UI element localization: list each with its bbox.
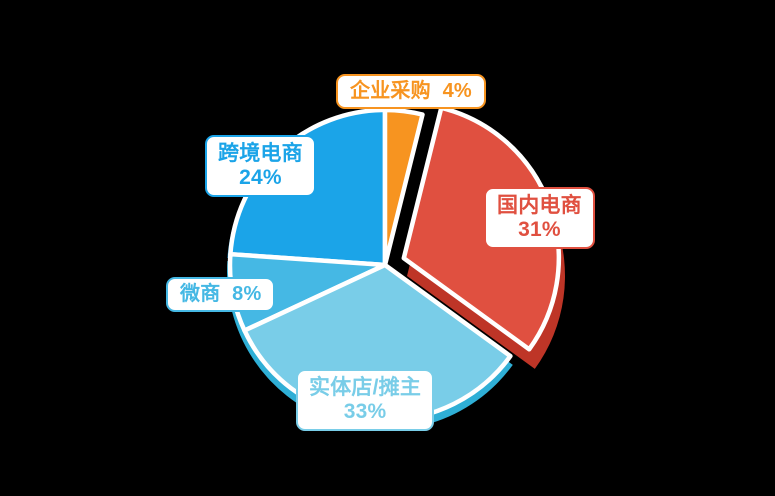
data-label-domestic-ecommerce: 国内电商 31%: [484, 187, 595, 250]
data-label-weishang-name: 微商: [180, 283, 221, 305]
data-label-domestic-ecommerce-name: 国内电商: [497, 194, 582, 217]
data-label-enterprise-purchase-percent: 4%: [442, 80, 472, 102]
data-label-weishang: 微商 8%: [166, 277, 276, 313]
data-label-physical-store: 实体店/摊主 33%: [296, 369, 435, 432]
data-label-domestic-ecommerce-percent: 31%: [518, 217, 561, 241]
data-label-physical-store-name: 实体店/摊主: [309, 376, 422, 399]
data-label-weishang-percent: 8%: [232, 283, 262, 305]
data-label-enterprise-purchase: 企业采购 4%: [336, 74, 486, 110]
data-label-crossborder-ecommerce-percent: 24%: [239, 165, 282, 189]
data-label-physical-store-percent: 33%: [343, 399, 387, 423]
pie-slice-enterprise-purchase[interactable]: [382, 107, 425, 268]
data-label-crossborder-ecommerce-name: 跨境电商: [218, 142, 303, 165]
data-label-enterprise-purchase-name: 企业采购: [350, 80, 431, 102]
data-label-crossborder-ecommerce: 跨境电商 24%: [205, 135, 316, 198]
